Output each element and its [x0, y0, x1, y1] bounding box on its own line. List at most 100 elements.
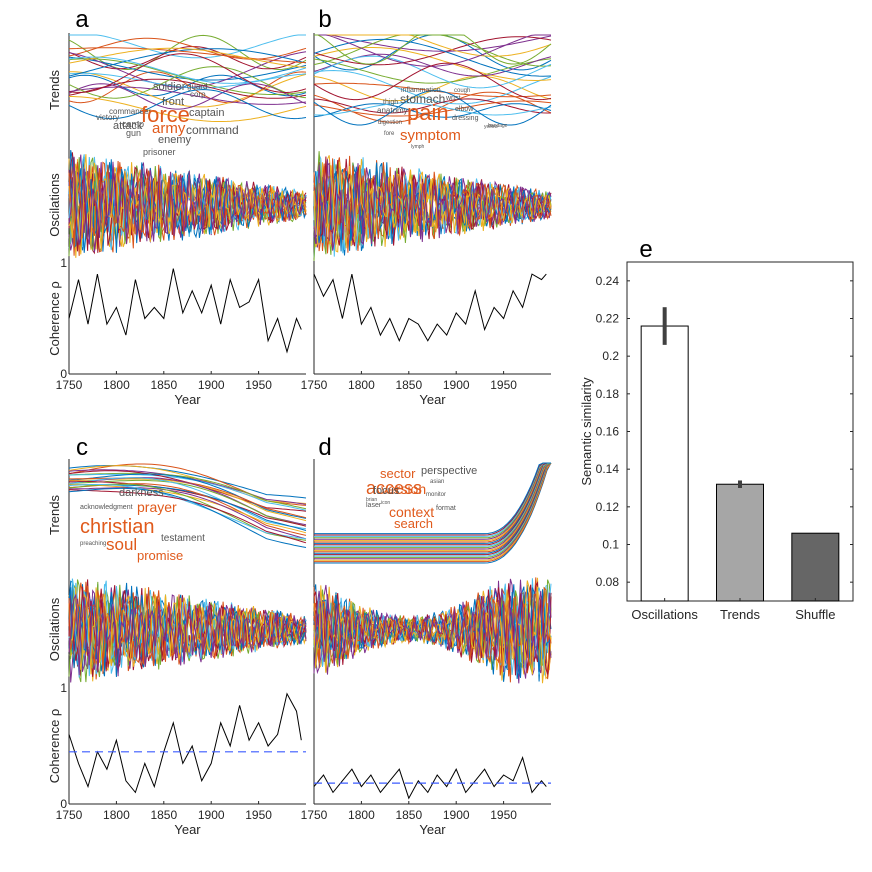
trend-line [314, 462, 551, 554]
panel-c [68, 459, 307, 805]
panel-e-text: 0.08 0.1 0.12 0.14 0.16 0.18 0.2 0.22 0.24 Oscill… [579, 236, 835, 622]
panel-letter: b [318, 6, 331, 33]
trend-line [68, 34, 307, 71]
row-label: Oscilations [47, 173, 62, 237]
wordcloud-word: bandage [488, 123, 508, 129]
wordcloud-word: promise [137, 548, 183, 563]
trend-line [68, 71, 307, 104]
wordcloud-word: cough [454, 88, 470, 94]
x-tick-label: 1950 [245, 378, 272, 392]
wordcloud-word: dressing [452, 115, 479, 122]
wordcloud-word: context [389, 504, 434, 520]
oscillation-line [313, 162, 552, 252]
wordcloud-word: prisoner [143, 147, 176, 157]
trend-line [313, 100, 552, 117]
trend-line [314, 462, 551, 539]
trend-line [68, 86, 307, 105]
panel-letter: a [75, 6, 89, 33]
x-axis-label: Year [174, 392, 201, 407]
trend-line [314, 462, 552, 563]
trend-line [68, 83, 307, 110]
wordcloud-word: captain [189, 107, 224, 119]
x-tick-label: 1900 [443, 808, 470, 822]
trends-lines [68, 34, 307, 122]
panel-a [68, 33, 307, 375]
wordcloud-word: inflammation [401, 87, 441, 94]
x-tick-label: 1850 [150, 378, 177, 392]
wordcloud-word: fore [384, 131, 395, 137]
y-tick-label: 0 [60, 367, 67, 381]
trend-line [314, 34, 551, 67]
trend-line [314, 462, 551, 547]
trend-line [314, 462, 551, 544]
y-tick-label: 0.16 [596, 425, 620, 439]
trend-line [313, 62, 552, 101]
y-tick-label: 0 [60, 797, 67, 811]
wordcloud-word: symptom [400, 127, 461, 144]
wordcloud-word: acknowledgment [80, 504, 133, 511]
trend-line [313, 103, 552, 118]
trend-line [68, 45, 307, 70]
trend-line [69, 34, 306, 59]
x-tick-label: 1750 [301, 378, 328, 392]
bar [716, 483, 764, 602]
x-tick-label: 1950 [490, 808, 517, 822]
x-tick-label: 1750 [56, 808, 83, 822]
x-tick-label: Shuffle [795, 607, 835, 622]
wordcloud-word: perspective [421, 465, 477, 477]
wordcloud-word: corp [190, 90, 206, 99]
trend-line [68, 484, 307, 540]
trend-line [314, 462, 551, 551]
trend-line [314, 462, 551, 536]
wordcloud-word: search [394, 516, 433, 531]
trend-line [314, 462, 551, 550]
trend-line [68, 479, 307, 527]
trends-lines [313, 34, 552, 126]
x-tick-label: 1850 [395, 808, 422, 822]
wordcloud-word: gun [126, 128, 141, 138]
oscillation-line [313, 580, 552, 684]
trend-line [68, 88, 307, 120]
wordcloud-word: laser [366, 502, 382, 509]
panel-b [313, 33, 552, 375]
x-tick-label: 1850 [395, 378, 422, 392]
oscillation-lines [68, 578, 307, 683]
trend-line [313, 55, 552, 89]
x-tick-label: 1850 [150, 808, 177, 822]
y-tick-label: 0.12 [596, 500, 620, 514]
row-label: Coherence ρ [47, 281, 62, 356]
wordcloud-word: sector [380, 466, 416, 481]
wordcloud-word: thigh [383, 99, 398, 106]
trend-line [314, 462, 552, 564]
trends-lines [68, 463, 307, 548]
trend-line [68, 47, 307, 68]
y-tick-label: 0.08 [596, 575, 620, 589]
trend-line [313, 47, 552, 82]
coherence-line [313, 756, 547, 800]
trend-line [314, 462, 551, 537]
wordcloud-word: command [186, 123, 239, 137]
trend-line [68, 78, 307, 99]
x-tick-label: 1950 [490, 378, 517, 392]
oscillation-lines [313, 577, 552, 684]
trend-line [68, 48, 307, 77]
trend-line [314, 34, 552, 52]
wordcloud-word: version [381, 481, 426, 497]
wordcloud-word: access [366, 478, 422, 498]
bar [791, 532, 840, 602]
wordcloud-word: front [162, 96, 184, 108]
oscillation-line [68, 586, 307, 675]
trend-line [68, 58, 307, 95]
y-tick-label: 1 [60, 256, 67, 270]
x-tick-label: 1800 [103, 808, 130, 822]
coherence-line [313, 273, 547, 342]
oscillation-lines [313, 151, 552, 262]
x-tick-label: 1900 [443, 378, 470, 392]
wordcloud-word: force [141, 102, 190, 127]
trend-line [313, 102, 552, 116]
wordcloud-word: stomach [400, 92, 445, 106]
x-axis-label: Year [419, 392, 446, 407]
trend-line [313, 38, 552, 77]
wordcloud-word: lymph [411, 144, 425, 150]
wordcloud-word: asian [430, 479, 444, 485]
